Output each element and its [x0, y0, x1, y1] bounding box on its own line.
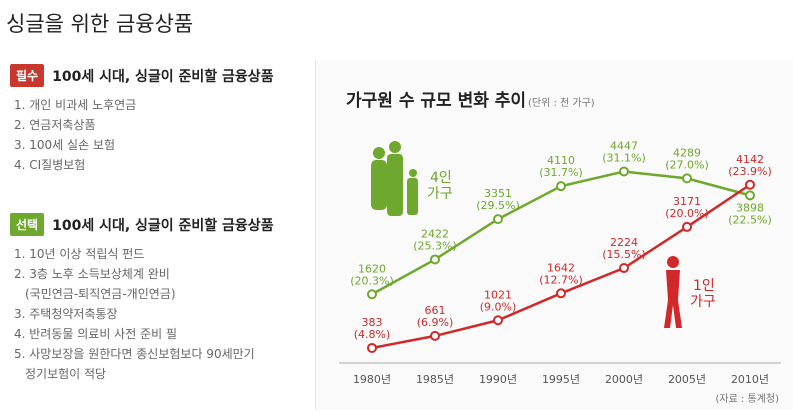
data-point — [556, 181, 566, 192]
required-list: 1. 개인 비과세 노후연금 2. 연금저축상품 3. 100세 실손 보험 4… — [10, 95, 274, 175]
list-item: 3. 주택청약저축통장 — [14, 307, 118, 321]
data-label: 383 — [362, 316, 383, 329]
x-tick-label: 1980년 — [353, 373, 391, 386]
data-point — [493, 315, 503, 326]
data-point — [619, 166, 629, 177]
data-point — [367, 342, 377, 353]
data-label: 4289 — [673, 146, 701, 159]
optional-badge: 선택 — [10, 213, 45, 236]
data-label: 661 — [425, 304, 446, 317]
x-tick-label: 1990년 — [479, 373, 517, 386]
section-title: 100세 시대, 싱글이 준비할 금융상품 — [52, 68, 274, 85]
data-point — [367, 289, 377, 300]
x-tick-label: 2005년 — [668, 373, 706, 386]
data-label: 4142 — [736, 153, 764, 166]
x-tick-label: 1985년 — [416, 373, 454, 386]
data-label-percent: (9.0%) — [480, 300, 517, 313]
list-item: 4. CI질병보험 — [14, 158, 86, 172]
data-label-percent: (12.7%) — [539, 273, 583, 286]
optional-section: 선택 100세 시대, 싱글이 준비할 금융상품 1. 10년 이상 적립식 펀드… — [10, 213, 274, 384]
data-label: 2422 — [421, 227, 449, 240]
chart-unit: (단위 : 천 가구) — [528, 96, 595, 109]
required-badge: 필수 — [10, 64, 45, 87]
data-label-percent: (6.9%) — [417, 316, 454, 329]
data-label-percent: (20.3%) — [350, 274, 394, 287]
data-label-percent: (25.3%) — [413, 239, 457, 252]
required-section: 필수 100세 시대, 싱글이 준비할 금융상품 1. 개인 비과세 노후연금 2… — [10, 64, 274, 175]
page-title: 싱글을 위한 금융상품 — [6, 12, 194, 36]
list-item: 2. 3층 노후 소득보상체계 완비 — [14, 267, 170, 281]
family-silhouette-icon — [371, 141, 418, 216]
woman-silhouette-icon — [664, 256, 682, 328]
list-item: 정기보험이 적당 — [25, 367, 107, 381]
data-point — [493, 214, 503, 225]
optional-list: 1. 10년 이상 적립식 펀드 2. 3층 노후 소득보상체계 완비 (국민연… — [10, 244, 274, 384]
chart-title: 가구원 수 규모 변화 추이 — [346, 91, 526, 111]
series-label-1person: 가구 — [690, 294, 716, 310]
chart-panel: 가구원 수 규모 변화 추이 (단위 : 천 가구) (자료 : 통계청) 4인… — [315, 60, 793, 410]
data-point — [430, 254, 440, 265]
data-label-percent: (15.5%) — [602, 248, 646, 261]
data-label: 3351 — [484, 187, 512, 200]
data-label: 2224 — [610, 236, 638, 249]
x-tick-label: 2000년 — [605, 373, 643, 386]
list-item: 3. 100세 실손 보험 — [14, 138, 115, 152]
x-tick-label: 1995년 — [542, 373, 580, 386]
list-item: 1. 10년 이상 적립식 펀드 — [14, 247, 145, 261]
list-item: (국민연금-퇴직연금-개인연금) — [25, 287, 176, 301]
list-item: 4. 반려동물 의료비 사전 준비 필 — [14, 327, 178, 341]
household-chart: 가구원 수 규모 변화 추이 (단위 : 천 가구) (자료 : 통계청) 4인… — [339, 91, 781, 405]
data-label: 3898 — [736, 201, 764, 214]
data-label-percent: (31.7%) — [539, 166, 583, 179]
data-label-percent: (31.1%) — [602, 152, 646, 165]
data-label-percent: (27.0%) — [665, 158, 709, 171]
data-label-percent: (29.5%) — [476, 199, 520, 212]
data-point — [745, 190, 755, 201]
series-label-4person: 4인 — [430, 170, 452, 186]
data-label: 3171 — [673, 195, 701, 208]
data-point — [745, 179, 755, 190]
data-label: 4110 — [547, 154, 575, 167]
data-label-percent: (4.8%) — [354, 328, 391, 341]
section-title: 100세 시대, 싱글이 준비할 금융상품 — [52, 217, 274, 234]
data-label: 1620 — [358, 262, 386, 275]
data-label: 1642 — [547, 261, 575, 274]
data-label-percent: (23.9%) — [728, 165, 772, 178]
data-label-percent: (20.0%) — [665, 207, 709, 220]
series-label-4person: 가구 — [427, 186, 453, 202]
chart-source: (자료 : 통계청) — [715, 393, 779, 405]
list-item: 2. 연금저축상품 — [14, 118, 96, 132]
x-tick-label: 2010년 — [731, 373, 769, 386]
data-point — [556, 288, 566, 299]
data-point — [619, 263, 629, 274]
data-label: 1021 — [484, 288, 512, 301]
list-item: 1. 개인 비과세 노후연금 — [14, 98, 137, 112]
data-label-percent: (22.5%) — [728, 213, 772, 226]
series-label-1person: 1인 — [693, 278, 715, 294]
data-point — [430, 330, 440, 341]
list-item: 5. 사망보장을 원한다면 종신보험보다 90세만기 — [14, 347, 255, 361]
data-point — [682, 221, 692, 232]
data-label: 4447 — [610, 140, 638, 153]
data-point — [682, 173, 692, 184]
